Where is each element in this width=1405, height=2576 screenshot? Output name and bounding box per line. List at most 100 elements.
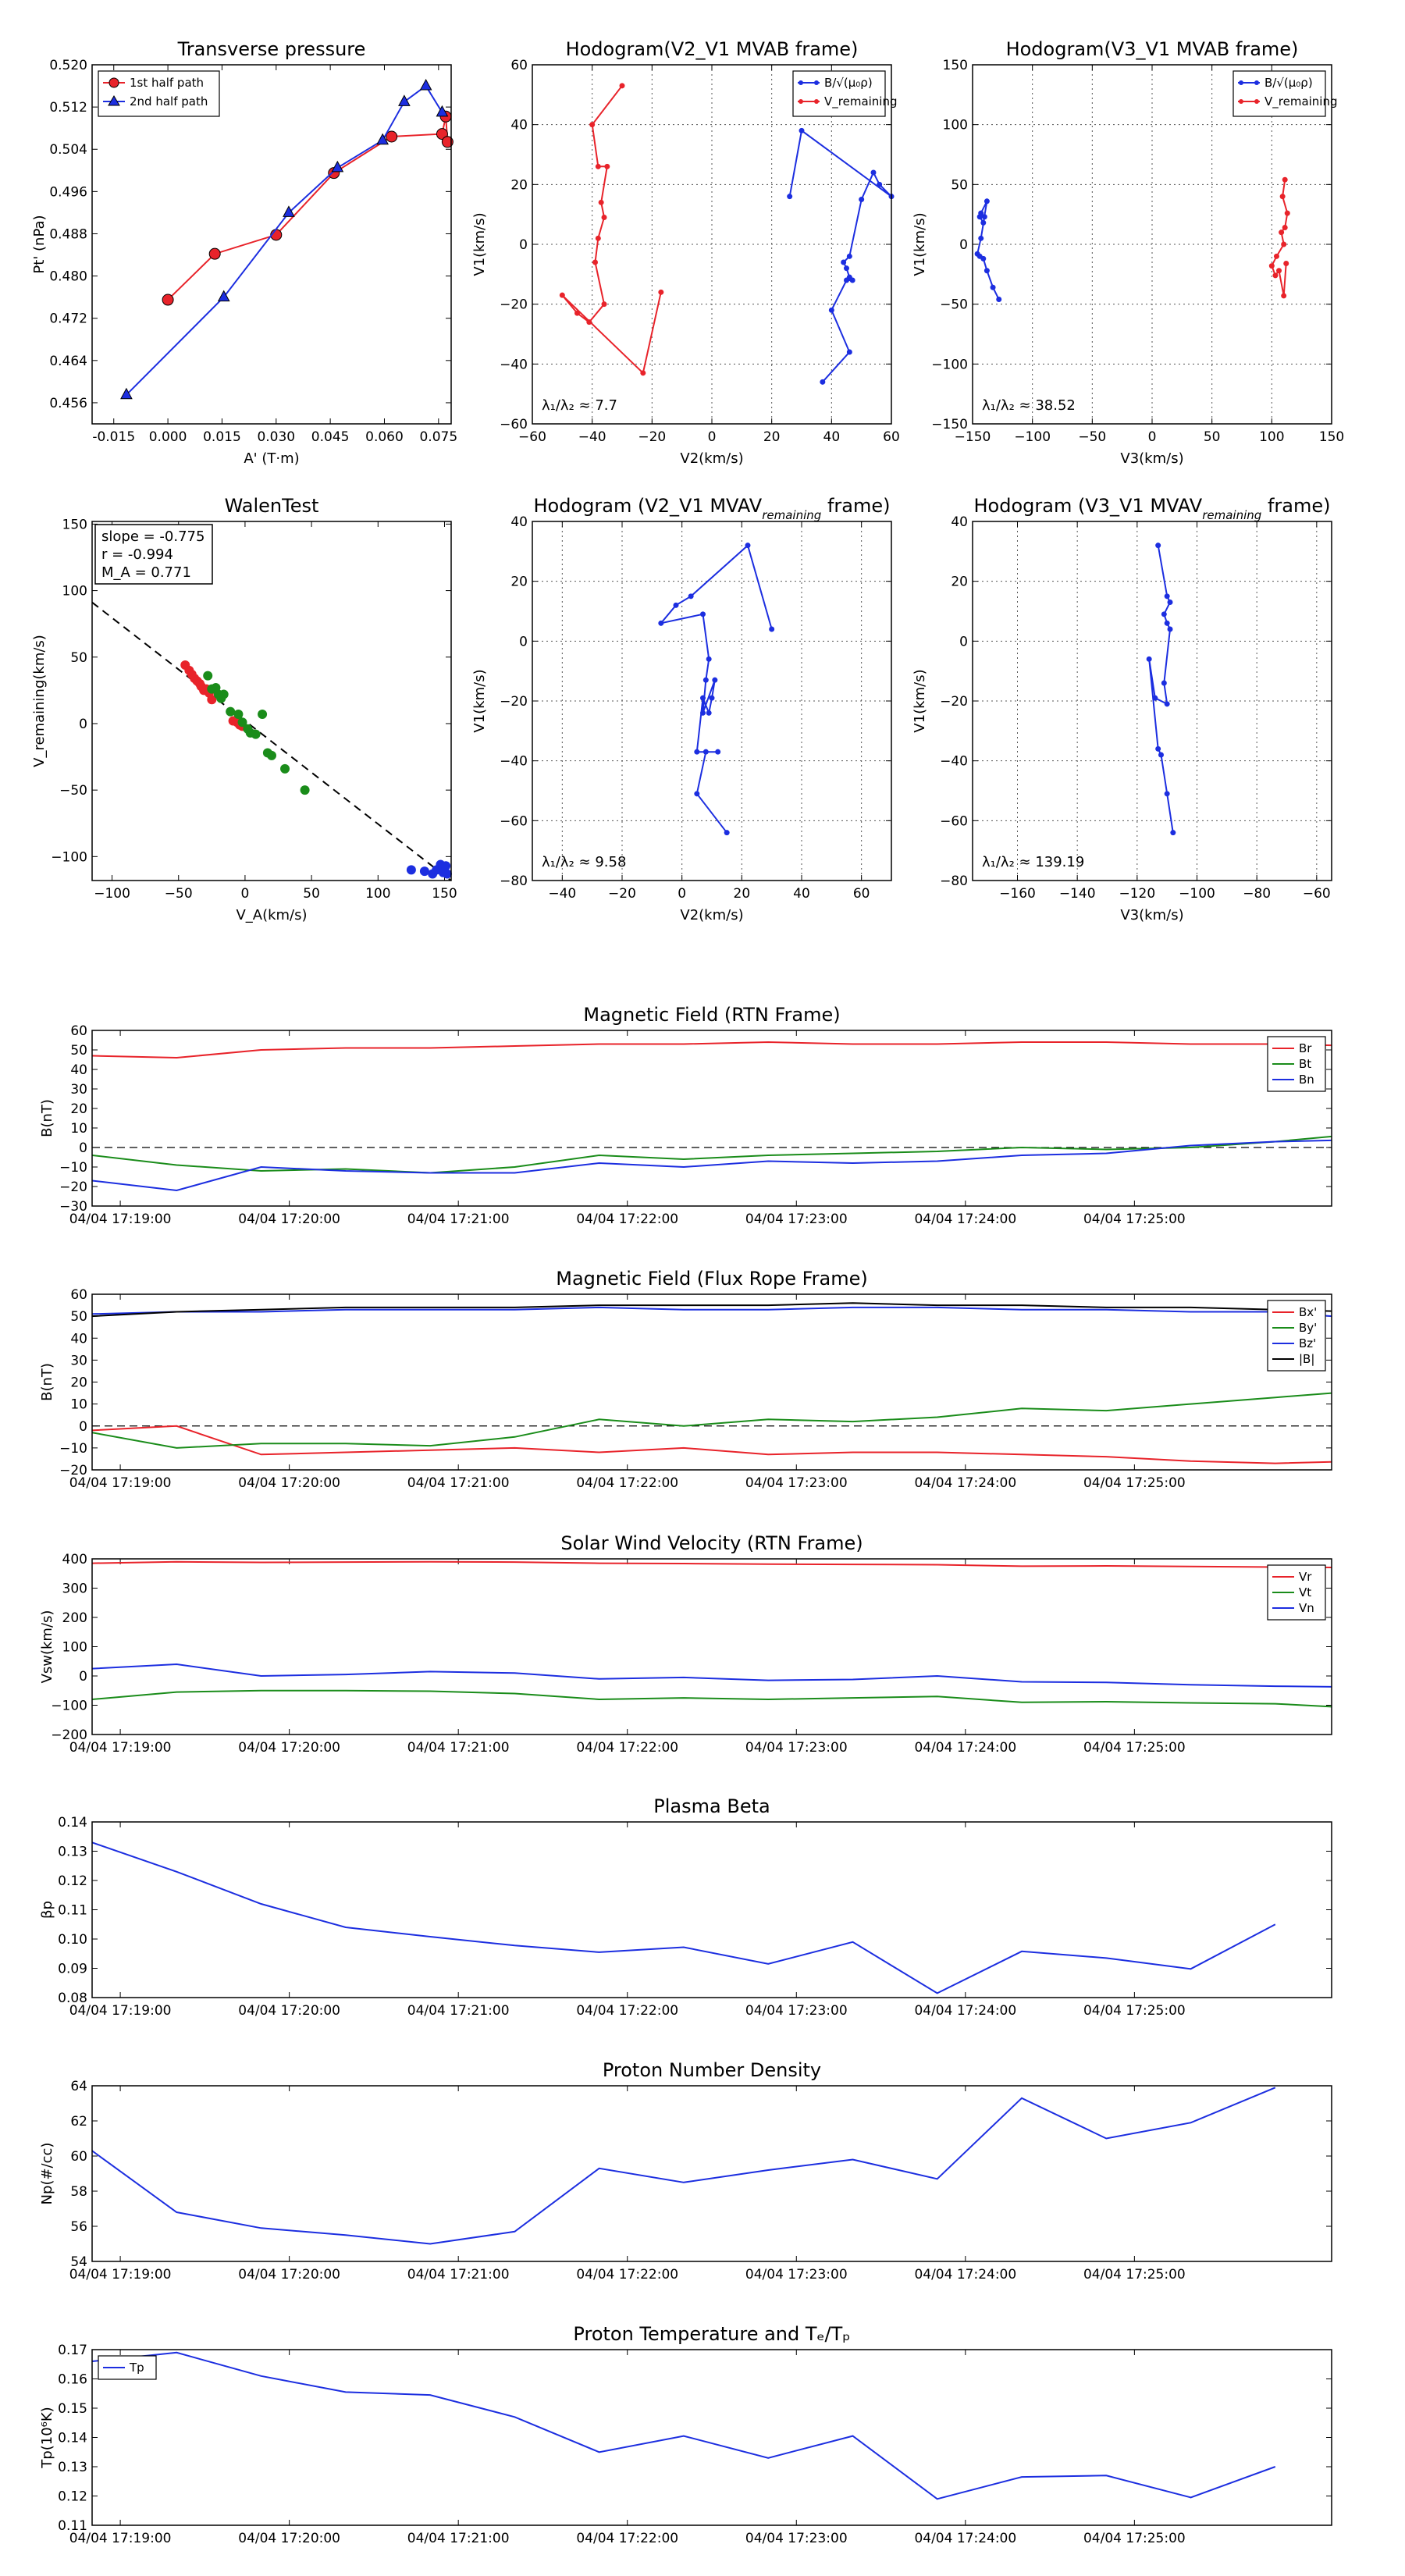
data-point	[846, 253, 852, 259]
x-tick-label: 04/04 17:23:00	[745, 1740, 848, 1756]
x-tick-label: 04/04 17:19:00	[69, 1740, 172, 1756]
legend-label: |B|	[1299, 1352, 1314, 1366]
x-tick-label: 04/04 17:22:00	[576, 2003, 678, 2019]
y-tick-label: 60	[70, 1287, 87, 1303]
data-point	[1170, 830, 1176, 836]
data-point	[640, 370, 646, 376]
y-tick-label: 0.12	[58, 2489, 87, 2505]
x-tick-label: 0.000	[149, 429, 187, 445]
y-tick-label: 20	[951, 575, 968, 590]
data-point	[601, 301, 607, 308]
x-axis-label: V_A(km/s)	[236, 907, 307, 923]
plasma-beta-panel: Plasma Beta 04/04 17:19:00 04/04 17:20:00 0…	[39, 1795, 1332, 2019]
x-tick-label: 60	[883, 429, 900, 445]
legend-marker	[1254, 99, 1259, 104]
data-point	[226, 706, 236, 717]
plot-frame	[972, 521, 1332, 881]
data-point	[1158, 752, 1164, 758]
chart-title: Plasma Beta	[653, 1795, 770, 1817]
data-point	[978, 235, 984, 241]
magnetic-field-flux-rope-panel: Magnetic Field (Flux Rope Frame) 04/04 17…	[39, 1268, 1332, 1491]
data-point	[589, 122, 596, 128]
y-tick-label: 50	[70, 650, 87, 666]
x-tick-label: 40	[793, 886, 810, 902]
x-tick-label: 04/04 17:24:00	[914, 1212, 1016, 1227]
proton-number-density-panel: Proton Number Density 04/04 17:19:00 04/04…	[39, 2059, 1332, 2282]
data-point	[1161, 680, 1167, 686]
x-tick-label: 0.060	[365, 429, 404, 445]
chart-title: Solar Wind Velocity (RTN Frame)	[560, 1532, 863, 1554]
data-point	[870, 169, 877, 176]
series-line-By'	[92, 1392, 1332, 1449]
y-tick-label: 20	[70, 1375, 87, 1391]
plot-frame	[532, 64, 892, 425]
series-line-V_remaining	[561, 85, 662, 375]
x-tick-label: 04/04 17:21:00	[407, 1475, 510, 1491]
y-tick-label: −40	[940, 754, 968, 770]
y-tick-label: 200	[62, 1610, 87, 1626]
y-tick-label: 0	[959, 237, 968, 253]
data-point	[1283, 261, 1289, 267]
y-tick-label: 0.472	[49, 311, 87, 327]
data-point	[859, 197, 865, 202]
y-tick-label: −10	[59, 1441, 87, 1457]
legend-label: 2nd half path	[130, 94, 208, 109]
ratio-annotation: λ₁/λ₂ ≈ 38.52	[982, 397, 1076, 414]
y-tick-label: 0.09	[58, 1962, 87, 1977]
data-point	[828, 307, 834, 313]
x-tick-label: 04/04 17:21:00	[407, 2267, 510, 2282]
legend-marker	[1239, 80, 1243, 85]
y-tick-label: 60	[70, 1023, 87, 1039]
plot-frame	[91, 2085, 1332, 2262]
chart-title: Hodogram(V3_V1 MVAB frame)	[1006, 38, 1299, 60]
x-tick-label: 04/04 17:23:00	[745, 2003, 848, 2019]
x-tick-label: 04/04 17:24:00	[914, 2267, 1016, 2282]
y-tick-label: 50	[951, 177, 968, 193]
data-point	[228, 716, 238, 726]
y-axis-label: V_remaining(km/s)	[31, 635, 48, 767]
chart-title: Magnetic Field (RTN Frame)	[583, 1004, 840, 1026]
stats-line: r = -0.994	[101, 546, 173, 563]
chart-title-suffix: frame)	[1261, 495, 1330, 517]
data-point	[267, 750, 276, 760]
series-line-beta	[92, 1841, 1276, 1994]
data-point	[980, 255, 987, 262]
chart-title: Hodogram (V2_V1 MVAVremaining frame)	[534, 495, 891, 522]
x-tick-label: 04/04 17:21:00	[407, 1740, 510, 1756]
y-tick-label: −20	[500, 694, 528, 710]
x-tick-label: 04/04 17:25:00	[1083, 2267, 1186, 2282]
hodogram-v3-v1-mvab-panel: Hodogram(V3_V1 MVAB frame) −150 −100 −50 0 50…	[912, 38, 1344, 467]
y-tick-label: 62	[70, 2114, 87, 2129]
data-point	[386, 130, 398, 143]
y-tick-label: 64	[70, 2079, 87, 2094]
x-tick-label: 04/04 17:22:00	[576, 1212, 678, 1227]
y-axis-label: V1(km/s)	[912, 669, 928, 732]
y-tick-label: −50	[940, 297, 968, 313]
data-point	[436, 105, 449, 117]
data-point	[237, 717, 247, 728]
stats-line: slope = -0.775	[101, 528, 205, 545]
x-tick-label: 04/04 17:20:00	[238, 1212, 340, 1227]
series-line-B/√(μ₀ρ)	[788, 129, 891, 382]
x-tick-label: 04/04 17:24:00	[914, 1475, 1016, 1491]
data-point	[1164, 791, 1170, 797]
x-tick-label: 04/04 17:25:00	[1083, 2531, 1186, 2546]
x-tick-label: −60	[518, 429, 546, 445]
y-tick-label: 40	[951, 514, 968, 530]
chart-title-suffix: frame)	[821, 495, 890, 517]
data-point	[1167, 600, 1173, 605]
plot-frame	[91, 1030, 1332, 1207]
legend-label: Bt	[1299, 1057, 1311, 1071]
x-tick-label: 04/04 17:24:00	[914, 2003, 1016, 2019]
x-tick-label: 150	[432, 886, 457, 902]
data-point	[787, 194, 793, 200]
data-point	[233, 710, 244, 720]
hodogram-v2-v1-mvab-panel: Hodogram(V2_V1 MVAB frame) −60 −40 −20 0 20 40…	[471, 38, 900, 467]
y-tick-label: 40	[70, 1331, 87, 1347]
x-tick-label: 150	[1319, 429, 1344, 445]
data-point	[601, 215, 607, 220]
y-tick-label: −80	[500, 873, 528, 889]
legend-box	[98, 70, 220, 117]
y-tick-label: 0.504	[49, 142, 87, 158]
